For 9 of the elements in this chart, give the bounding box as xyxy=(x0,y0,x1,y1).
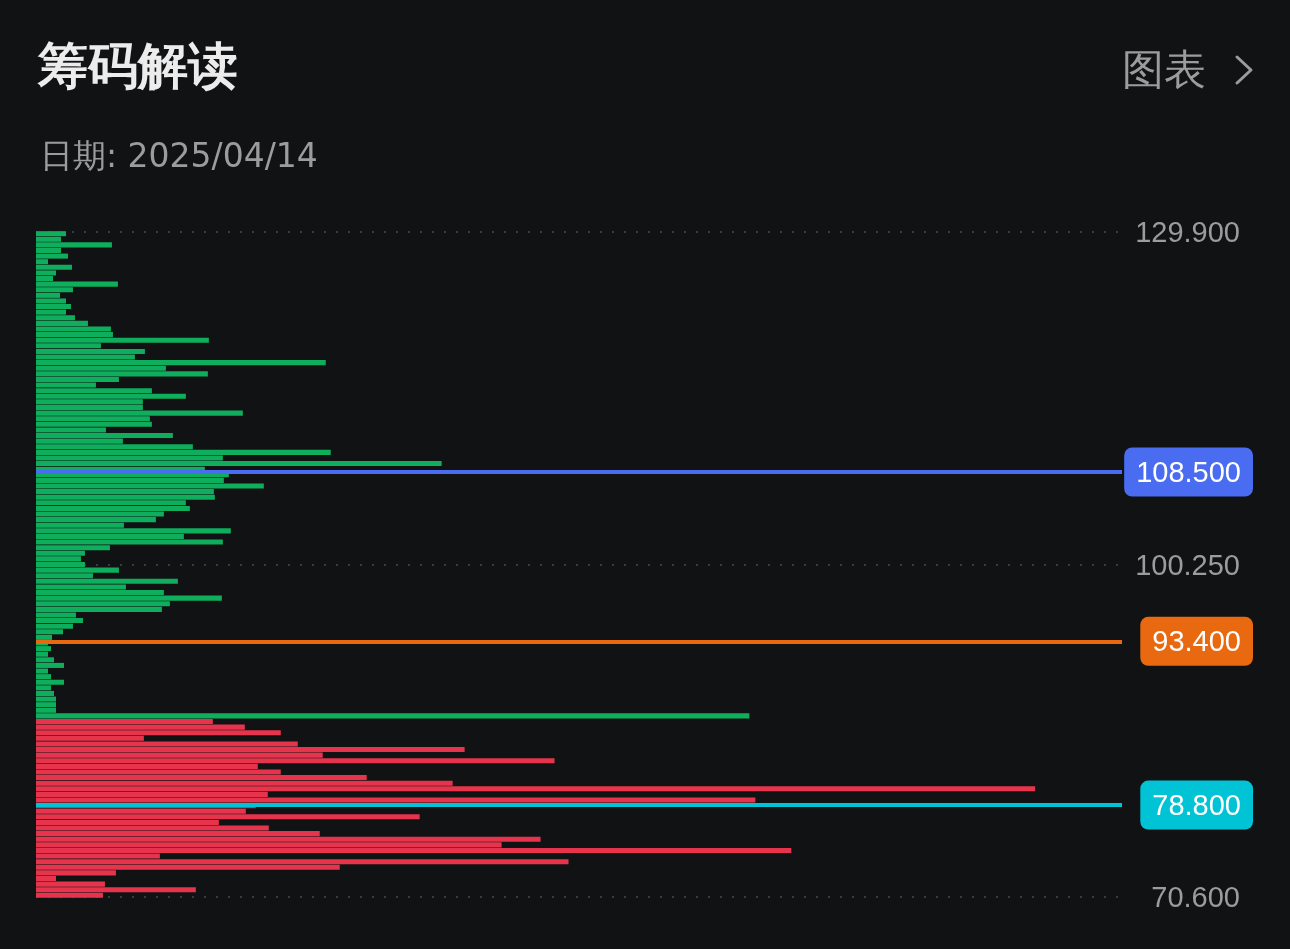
y-tick-label: 129.900 xyxy=(1135,216,1240,248)
ref-line-label: 93.400 xyxy=(1152,625,1241,658)
chart-title: 筹码解读 xyxy=(38,36,238,96)
ref-line-label: 78.800 xyxy=(1152,789,1241,822)
chart-subtitle: 日期: 2025/04/14 xyxy=(40,135,318,177)
text: 图表 xyxy=(1122,44,1206,96)
y-tick-label: 100.250 xyxy=(1135,548,1240,581)
ref-line-label: 108.500 xyxy=(1136,455,1241,488)
y-tick-label: 70.600 xyxy=(1151,881,1240,913)
